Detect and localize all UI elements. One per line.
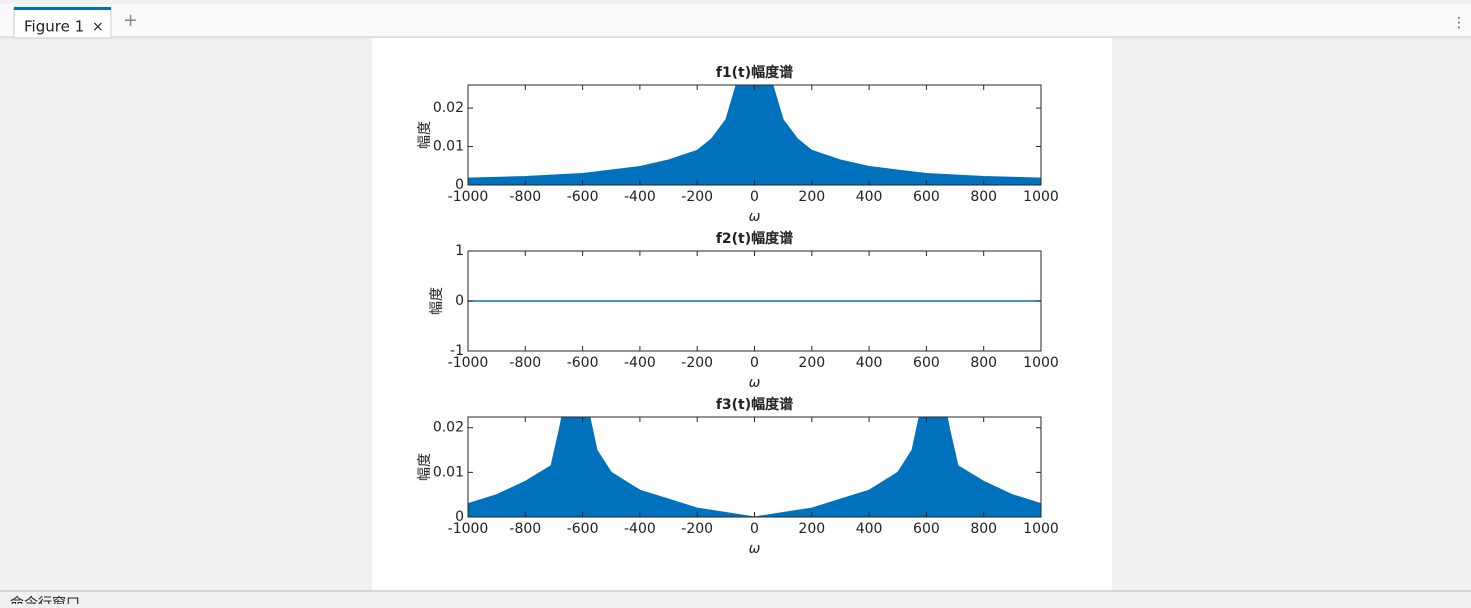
- spectrum-area: [468, 85, 1041, 185]
- y-tick-label: -1: [450, 343, 464, 359]
- command-window-label: 命令行窗口: [10, 595, 80, 604]
- x-tick-label: 200: [798, 521, 825, 537]
- x-tick-label: -200: [681, 189, 713, 205]
- x-tick-label: 800: [970, 355, 997, 371]
- plot-area: [468, 85, 1041, 185]
- x-tick-label: 400: [856, 355, 883, 371]
- tab-close[interactable]: ×: [92, 19, 104, 35]
- y-tick-label: 0.01: [433, 139, 464, 155]
- spectrum-area: [468, 417, 1041, 517]
- x-tick-label: 600: [913, 189, 940, 205]
- tab-accent: [14, 7, 111, 10]
- axes-title: f1(t)幅度谱: [716, 64, 793, 81]
- axes-title: f2(t)幅度谱: [716, 230, 793, 247]
- x-axis-label: ω: [749, 541, 761, 557]
- x-tick-label: 400: [856, 189, 883, 205]
- x-tick-label: -400: [624, 355, 656, 371]
- new-tab[interactable]: +: [123, 10, 138, 31]
- x-axis-label: ω: [749, 375, 761, 391]
- x-tick-label: -600: [567, 355, 599, 371]
- x-tick-label: -800: [509, 355, 541, 371]
- y-axis-label: 幅度: [417, 121, 433, 149]
- tab-label: Figure 1: [24, 18, 84, 36]
- x-tick-label: 600: [913, 355, 940, 371]
- y-axis-label: 幅度: [429, 287, 445, 315]
- x-tick-label: 200: [798, 355, 825, 371]
- x-tick-label: -1000: [448, 521, 489, 537]
- menu-button[interactable]: ⋮: [1452, 15, 1466, 31]
- tab[interactable]: [13, 7, 112, 39]
- y-tick-label: 0.01: [433, 464, 464, 480]
- x-tick-label: 1000: [1023, 355, 1059, 371]
- x-tick-label: -1000: [448, 355, 489, 371]
- x-tick-label: -1000: [448, 189, 489, 205]
- y-tick-label: 1: [455, 243, 464, 259]
- y-tick-label: 0: [455, 509, 464, 525]
- tab-strip: [0, 4, 1471, 37]
- x-tick-label: -600: [567, 521, 599, 537]
- x-tick-label: -800: [509, 189, 541, 205]
- y-tick-label: 0.02: [433, 100, 464, 116]
- x-tick-label: -600: [567, 189, 599, 205]
- x-tick-label: 400: [856, 521, 883, 537]
- x-tick-label: 200: [798, 189, 825, 205]
- y-axis-label: 幅度: [417, 453, 433, 481]
- y-tick-label: 0.02: [433, 420, 464, 436]
- x-axis-label: ω: [749, 209, 761, 225]
- x-tick-label: -200: [681, 521, 713, 537]
- x-tick-label: 800: [970, 521, 997, 537]
- x-tick-label: 1000: [1023, 521, 1059, 537]
- x-tick-label: 1000: [1023, 189, 1059, 205]
- x-tick-label: 0: [750, 355, 759, 371]
- x-tick-label: 0: [750, 189, 759, 205]
- y-tick-label: 0: [455, 293, 464, 309]
- x-tick-label: -800: [509, 521, 541, 537]
- x-tick-label: -400: [624, 521, 656, 537]
- axes-title: f3(t)幅度谱: [716, 396, 793, 413]
- plot-area: [468, 417, 1041, 517]
- x-tick-label: 600: [913, 521, 940, 537]
- x-tick-label: -200: [681, 355, 713, 371]
- x-tick-label: -400: [624, 189, 656, 205]
- y-tick-label: 0: [455, 177, 464, 193]
- x-tick-label: 0: [750, 521, 759, 537]
- x-tick-label: 800: [970, 189, 997, 205]
